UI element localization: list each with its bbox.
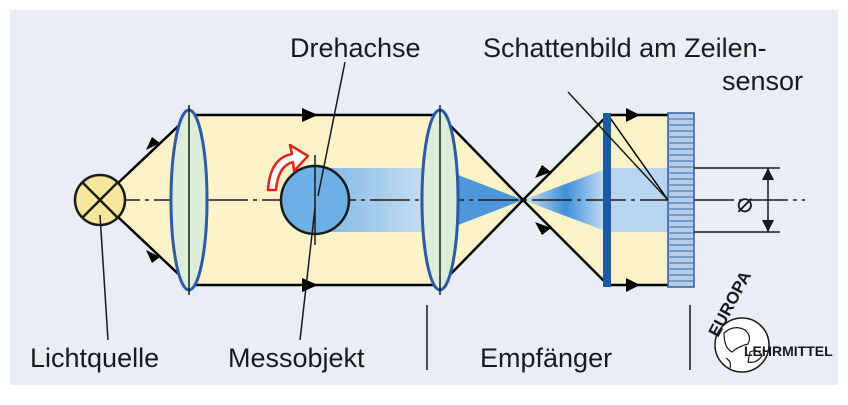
aperture-bar [603,113,611,287]
line-sensor-pixels [668,118,694,282]
label-schattenbild-line2: sensor [722,66,803,96]
logo-text-lehrmittel: LEHRMITTEL [744,343,833,359]
label-schattenbild-line1: Schattenbild am Zeilen- [483,33,767,63]
globe-icon [714,317,770,373]
diameter-symbol: ⌀ [736,188,753,218]
label-drehachse: Drehachse [290,33,421,63]
label-empfaenger: Empfänger [480,343,612,373]
leader-lines [99,61,691,370]
rotation-arrow [266,143,310,192]
beam-arrows [146,108,640,292]
label-lichtquelle: Lichtquelle [30,343,159,373]
line-sensor [667,112,695,288]
label-messobjekt: Messobjekt [228,343,365,373]
